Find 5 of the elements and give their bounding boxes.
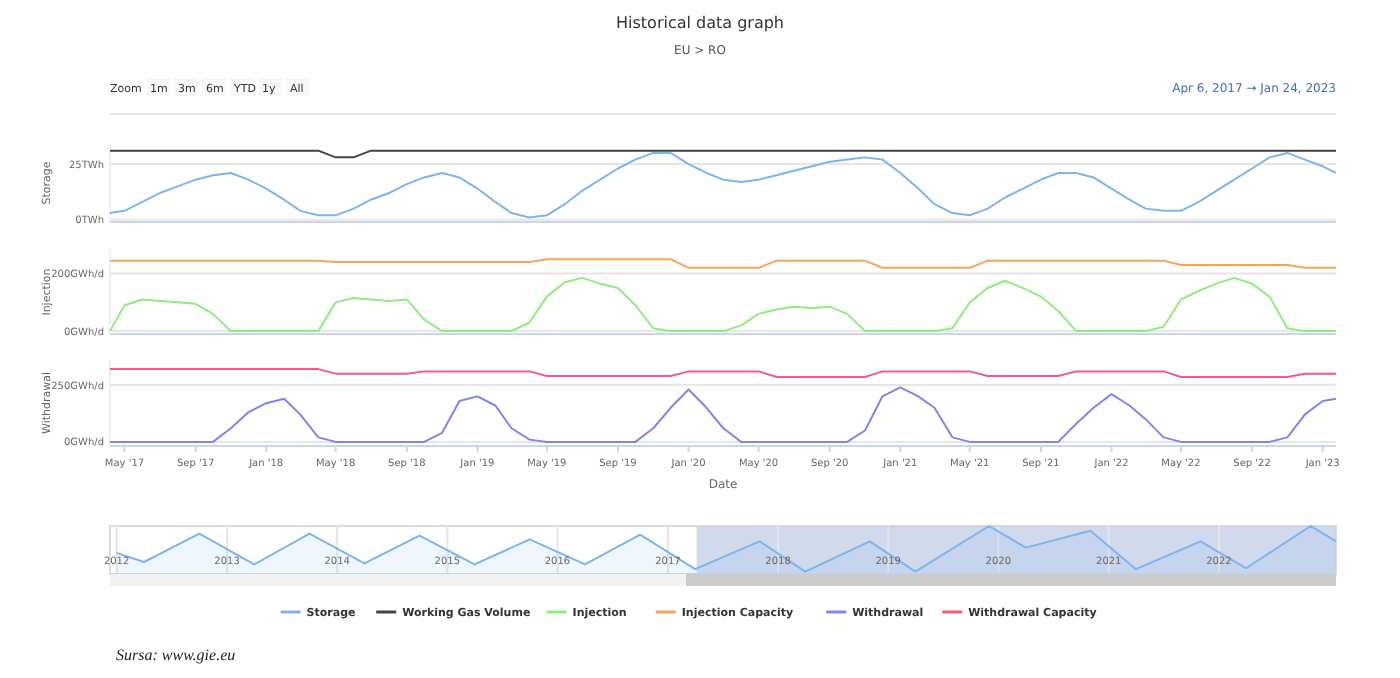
line-series: [109, 151, 1337, 219]
line-series: [109, 276, 1337, 333]
chart-title: Historical data graph: [616, 14, 784, 32]
text: Sursa: www.gie.eu: [116, 646, 236, 664]
line-series: [109, 386, 1337, 443]
